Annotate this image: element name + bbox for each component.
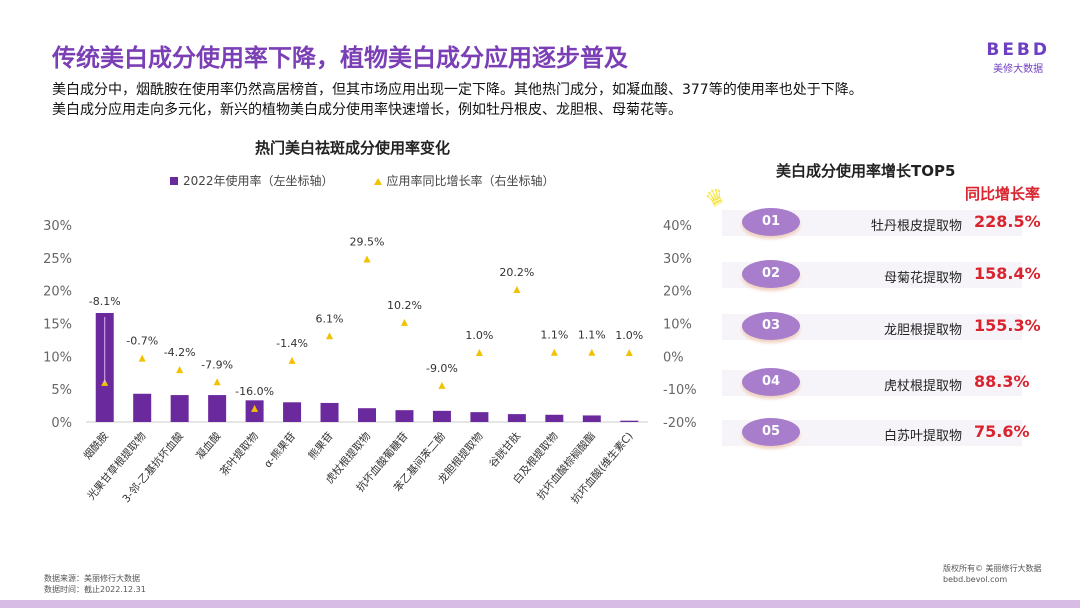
left-tick: 25% — [43, 252, 72, 267]
bar — [320, 402, 339, 422]
growth-marker — [251, 404, 259, 412]
category-label: 茶叶提取物 — [217, 430, 261, 479]
top5-row: 04 虎杖根提取物 88.3% — [722, 368, 1030, 396]
bar — [208, 395, 227, 422]
ingredient-name: 牡丹根皮提取物 — [870, 219, 962, 234]
category-label: 抗坏血酸(维生素C) — [568, 430, 635, 507]
legend-growth: 应用率同比增长率（右坐标轴） — [373, 172, 555, 189]
growth-label: 1.1% — [540, 329, 568, 342]
right-tick: -10% — [663, 383, 697, 398]
bar — [507, 414, 526, 422]
growth-marker — [438, 381, 446, 389]
growth-label: -4.2% — [164, 346, 196, 359]
chart-title: 热门美白祛斑成分使用率变化 — [255, 139, 451, 157]
bar — [432, 410, 451, 422]
growth-marker — [513, 286, 521, 294]
growth-value: 158.4% — [974, 264, 1041, 283]
bar — [358, 408, 376, 422]
top5-row: 01 牡丹根皮提取物 228.5% — [722, 208, 1041, 236]
growth-label: 10.2% — [387, 299, 422, 312]
bar — [620, 420, 639, 422]
rank-badge: 04 — [742, 368, 800, 396]
right-tick: 40% — [663, 219, 692, 234]
footer-source: 数据来源：美丽修行大数据 数据时间：截止2022.12.31 — [44, 574, 146, 594]
ingredient-name: 母菊花提取物 — [883, 271, 962, 286]
left-tick: 15% — [43, 318, 72, 333]
page-title: 传统美白成分使用率下降，植物美白成分应用逐步普及 — [52, 44, 628, 72]
top5-subtitle: 同比增长率 — [965, 185, 1041, 203]
growth-marker — [288, 356, 296, 364]
left-tick: 10% — [43, 350, 72, 365]
growth-value: 88.3% — [974, 372, 1030, 391]
footer-copyright: 版权所有© 美丽修行大数据 bebd.bevol.com — [943, 564, 1042, 584]
growth-marker — [213, 378, 221, 386]
left-tick: 20% — [43, 285, 72, 300]
growth-marker — [176, 366, 184, 374]
growth-label: 1.0% — [465, 329, 493, 342]
rank-badge: 01 — [742, 208, 800, 236]
bottom-band — [0, 600, 1080, 608]
right-tick: 10% — [663, 318, 692, 333]
bar — [545, 414, 564, 422]
growth-marker — [550, 348, 558, 356]
left-tick: 5% — [51, 383, 72, 398]
growth-label: -0.7% — [126, 335, 158, 348]
top5-title: 美白成分使用率增长TOP5 — [776, 162, 956, 180]
top5-row: 05 白苏叶提取物 75.6% — [722, 418, 1030, 446]
growth-label: 6.1% — [316, 312, 344, 325]
growth-label: -16.0% — [235, 385, 274, 398]
bar-chart: 0% 5% 10% 15% 20% 25% 30% -20% -10% 0% 10% 20% 30% 40… — [43, 219, 697, 507]
category-label: 熊果苷 — [306, 430, 336, 462]
growth-marker — [588, 348, 596, 356]
bar — [283, 402, 302, 422]
chart-legend: 2022年使用率（左坐标轴） 应用率同比增长率（右坐标轴） — [170, 172, 555, 189]
right-tick: 20% — [663, 285, 692, 300]
growth-label: 29.5% — [350, 235, 385, 248]
growth-marker — [138, 354, 146, 362]
logo: BEBD 美修大数据 — [986, 40, 1050, 75]
top5-row: 02 母菊花提取物 158.4% — [722, 260, 1041, 288]
growth-value: 228.5% — [974, 212, 1041, 231]
ingredient-name: 龙胆根提取物 — [883, 323, 962, 338]
right-tick: 0% — [663, 350, 684, 365]
category-label: 烟酰胺 — [81, 429, 112, 462]
growth-label: 1.1% — [578, 329, 606, 342]
bar — [582, 415, 601, 422]
left-tick: 30% — [43, 219, 72, 234]
growth-label: 1.0% — [615, 329, 643, 342]
growth-marker — [400, 318, 408, 326]
growth-marker — [625, 349, 633, 357]
ingredient-name: 白苏叶提取物 — [883, 429, 962, 444]
growth-label: -1.4% — [276, 337, 308, 350]
left-tick: 0% — [51, 416, 72, 431]
bar — [395, 410, 414, 422]
growth-label: -9.0% — [426, 362, 458, 375]
rank-badge: 02 — [742, 260, 800, 288]
bar — [470, 412, 489, 422]
growth-marker — [326, 332, 334, 340]
right-tick: 30% — [663, 252, 692, 267]
growth-label: 20.2% — [499, 266, 534, 279]
rank-badge: 05 — [742, 418, 800, 446]
top5-row: 03 龙胆根提取物 155.3% — [722, 312, 1041, 340]
bar — [133, 393, 152, 422]
description: 美白成分中，烟酰胺在使用率仍然高居榜首，但其市场应用出现一定下降。其他热门成分，… — [52, 82, 863, 118]
growth-marker — [475, 349, 483, 357]
legend-bar: 2022年使用率（左坐标轴） — [170, 172, 334, 189]
category-label: α-熊果苷 — [261, 430, 298, 471]
right-tick: -20% — [663, 416, 697, 431]
growth-label: -7.9% — [201, 358, 233, 371]
growth-value: 75.6% — [974, 422, 1030, 441]
rank-badge: 03 — [742, 312, 800, 340]
category-label: 谷胱甘肽 — [486, 429, 523, 470]
growth-value: 155.3% — [974, 316, 1041, 335]
ingredient-name: 虎杖根提取物 — [883, 379, 962, 394]
category-label: 凝血酸 — [193, 429, 224, 462]
growth-label: -8.1% — [89, 295, 121, 308]
growth-marker — [363, 255, 371, 263]
bar — [170, 395, 189, 422]
